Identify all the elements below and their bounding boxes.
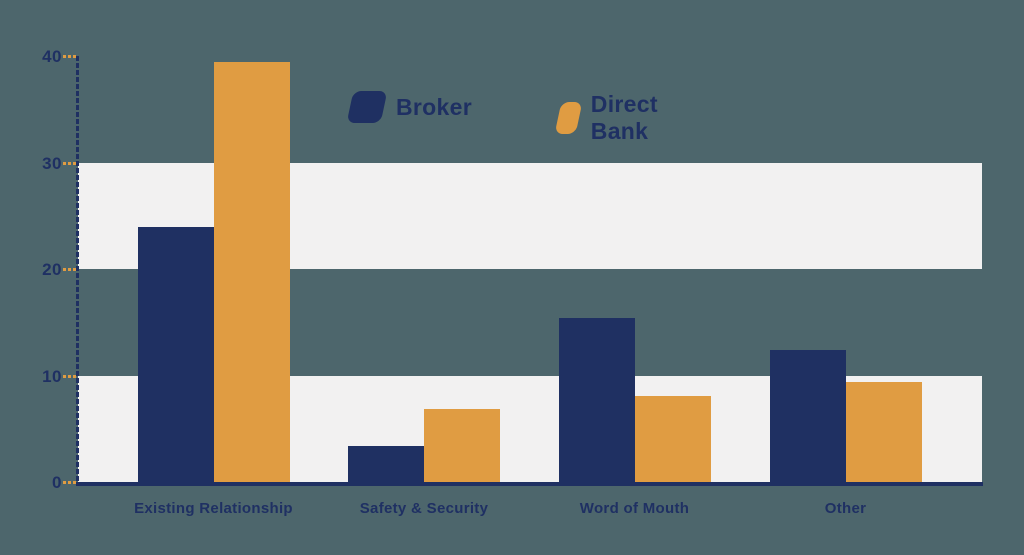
y-axis-label-0: 0 [52, 473, 62, 492]
y-tick-0 [63, 481, 77, 484]
legend-label-broker: Broker [396, 93, 472, 120]
y-axis-label-40: 40 [42, 47, 62, 66]
y-tick-20 [63, 268, 77, 271]
y-tick-10 [63, 374, 77, 378]
legend-item-direct-bank: Direct Bank [554, 91, 671, 145]
y-axis-label-10: 10 [42, 366, 62, 386]
legend-item-broker: Broker [346, 91, 472, 123]
y-axis-label-30: 30 [42, 153, 62, 173]
legend-swatch-broker [346, 91, 388, 123]
bar-direct-bank-safety-security [424, 408, 500, 482]
x-axis-label-safety-security: Safety & Security [359, 500, 489, 517]
bar-broker-existing-relationship [137, 227, 214, 482]
bar-broker-safety-security [348, 445, 424, 482]
y-tick-40 [63, 55, 77, 58]
y-axis-line [76, 56, 79, 482]
y-tick-30 [63, 161, 77, 165]
legend-swatch-direct-bank [554, 102, 583, 134]
y-axis-label-20: 20 [42, 260, 62, 279]
x-axis-label-existing-relationship: Existing Relationship [134, 500, 293, 517]
bar-direct-bank-word-of-mouth [634, 395, 711, 482]
x-axis-label-other: Other [824, 500, 867, 517]
bar-direct-bank-other [845, 381, 922, 482]
bar-broker-other [769, 349, 846, 482]
x-axis-label-word-of-mouth: Word of Mouth [579, 500, 690, 517]
bar-broker-word-of-mouth [558, 317, 635, 482]
legend-label-direct-bank: Direct Bank [590, 91, 658, 144]
bar-direct-bank-existing-relationship [213, 62, 290, 482]
x-axis-line [76, 482, 983, 486]
